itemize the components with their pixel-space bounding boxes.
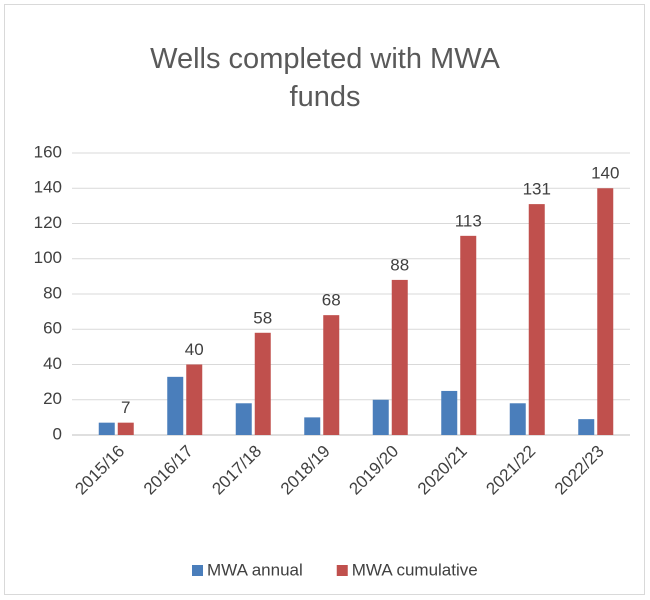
y-tick-label: 40 <box>43 354 62 373</box>
bar <box>254 332 271 435</box>
y-tick-label: 20 <box>43 389 62 408</box>
data-label: 68 <box>322 291 341 310</box>
bar <box>460 235 477 435</box>
bar <box>117 422 134 435</box>
y-tick-label: 140 <box>34 178 62 197</box>
y-tick-label: 100 <box>34 248 62 267</box>
bar <box>372 399 389 435</box>
bar <box>235 403 252 435</box>
bar <box>391 279 408 435</box>
data-label: 131 <box>523 180 551 199</box>
bar <box>304 417 321 435</box>
bar <box>186 364 203 435</box>
chart-title: Wells completed with MWA funds <box>150 43 500 113</box>
y-tick-label: 0 <box>53 424 62 443</box>
legend-swatch <box>192 565 203 576</box>
bar <box>323 315 340 435</box>
legend-label: MWA annual <box>207 560 303 579</box>
bar <box>528 204 545 435</box>
data-label: 113 <box>455 211 482 230</box>
data-label: 88 <box>390 255 409 274</box>
y-tick-label: 80 <box>43 283 62 302</box>
data-label: 58 <box>253 308 272 327</box>
bar <box>441 390 458 435</box>
legend-swatch <box>336 565 348 576</box>
bar <box>578 419 595 435</box>
y-tick-label: 120 <box>34 213 62 232</box>
bar <box>98 422 115 435</box>
y-tick-label: 160 <box>34 142 62 161</box>
bar <box>597 188 614 435</box>
bar <box>167 376 184 435</box>
legend-label: MWA cumulative <box>352 560 478 579</box>
data-label: 40 <box>185 340 204 359</box>
bar <box>509 403 526 435</box>
data-label: 7 <box>121 398 130 417</box>
y-tick-label: 60 <box>43 319 62 338</box>
data-label: 140 <box>591 164 619 183</box>
